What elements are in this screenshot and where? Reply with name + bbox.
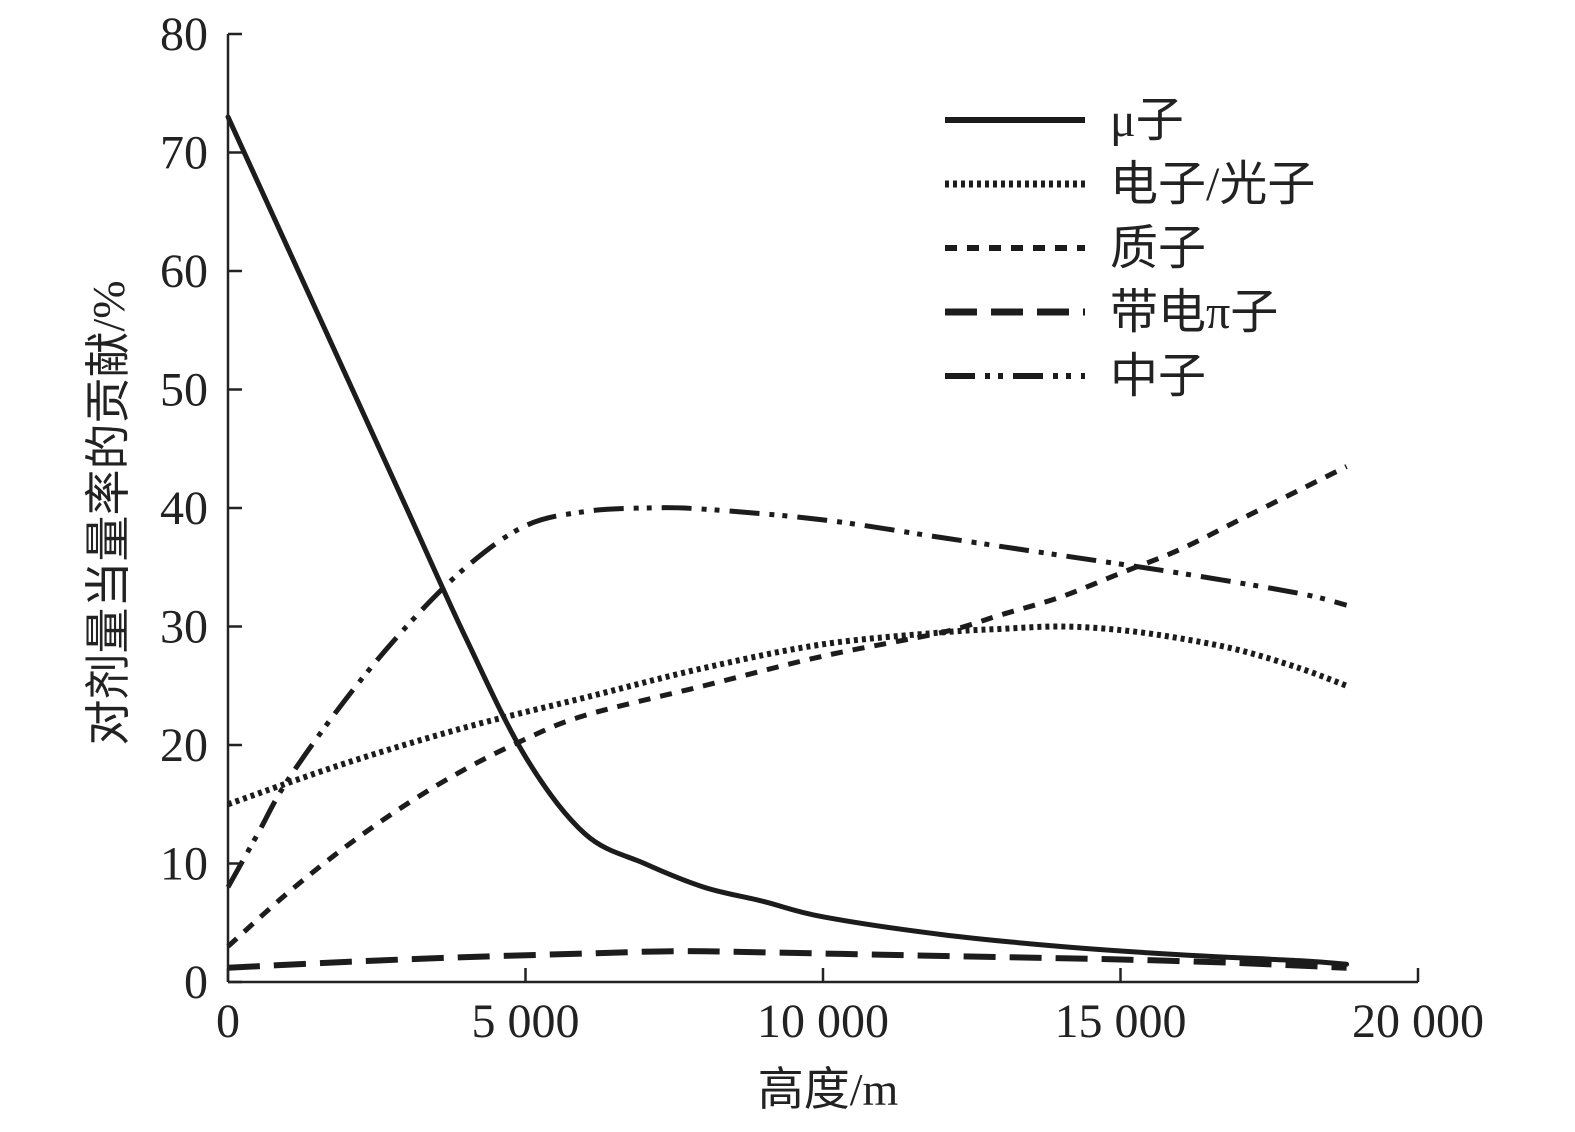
y-tick-label: 10 <box>160 838 208 891</box>
x-tick-label: 5 000 <box>472 995 580 1048</box>
series-line-2 <box>227 623 1348 808</box>
series-layer <box>225 114 1350 971</box>
series-line-4 <box>227 948 1347 971</box>
y-tick-label: 70 <box>160 127 208 180</box>
y-tick-label: 60 <box>160 245 208 298</box>
y-tick-label: 50 <box>160 364 208 417</box>
x-tick-label: 20 000 <box>1352 995 1484 1048</box>
x-tick-label: 10 000 <box>757 995 889 1048</box>
x-tick-label: 15 000 <box>1055 995 1187 1048</box>
legend-label-1: μ子 <box>1110 94 1184 147</box>
legend-label-2: 电子/光子 <box>1110 158 1315 211</box>
y-tick-label: 40 <box>160 482 208 535</box>
y-tick-label: 0 <box>184 956 208 1009</box>
legend-label-4: 带电π子 <box>1110 286 1278 339</box>
y-tick-label: 20 <box>160 719 208 772</box>
legend-label-5: 中子 <box>1110 350 1206 403</box>
y-axis-title: 对剂量当量率的贡献/% <box>83 280 134 745</box>
x-axis-title: 高度/m <box>758 1064 899 1115</box>
legend-label-3: 质子 <box>1110 222 1206 275</box>
y-tick-label: 80 <box>160 8 208 61</box>
x-tick-label: 0 <box>216 995 240 1048</box>
axis-titles: 高度/m 对剂量当量率的贡献/% <box>83 280 898 1115</box>
series-line-1 <box>225 114 1350 967</box>
y-tick-label: 30 <box>160 601 208 654</box>
axes-layer: 0 5 000 10 000 15 000 20 000 0 10 20 30 40 50 60 70 8… <box>160 8 1484 1048</box>
series-line-3 <box>226 464 1348 949</box>
series-line-5 <box>225 505 1348 889</box>
